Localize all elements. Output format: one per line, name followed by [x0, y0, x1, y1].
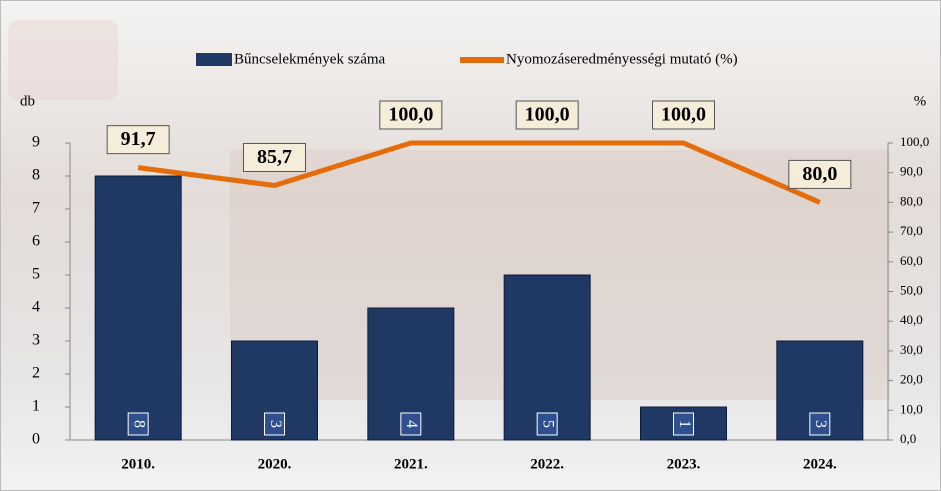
line-value-label-text: 100,0 [388, 104, 433, 126]
bar [95, 176, 181, 440]
y-tick-label: 3 [32, 332, 40, 349]
line-value-label: 85,7 [244, 143, 306, 171]
line-value-label: 100,0 [653, 101, 715, 129]
y-tick-label: 9 [32, 134, 40, 151]
bar-value-label: 3 [812, 420, 829, 428]
y-tick-label: 7 [32, 200, 40, 217]
bar-value-label: 4 [403, 420, 420, 428]
y2-tick-label: 40,0 [900, 312, 923, 327]
line-value-label-text: 85,7 [257, 146, 292, 168]
line-value-label-text: 80,0 [802, 163, 837, 185]
y2-tick-label: 0,0 [900, 431, 916, 446]
bar-value-label: 1 [676, 420, 693, 428]
y2-tick-label: 80,0 [900, 193, 923, 208]
x-tick-label: 2022. [530, 456, 564, 472]
y-tick-label: 4 [32, 299, 40, 316]
line-value-label-text: 100,0 [661, 104, 706, 126]
y-tick-label: 8 [32, 167, 40, 184]
y2-tick-label: 60,0 [900, 253, 923, 268]
y-axis-label: db [20, 93, 35, 109]
y2-tick-label: 10,0 [900, 401, 923, 416]
y2-tick-label: 90,0 [900, 164, 923, 179]
line-value-label: 80,0 [789, 160, 851, 188]
bar-value-label: 5 [539, 420, 556, 428]
x-tick-label: 2010. [121, 456, 155, 472]
legend-label: Nyomozáseredményességi mutató (%) [506, 51, 738, 67]
x-tick-label: 2024. [803, 456, 837, 472]
y2-tick-label: 70,0 [900, 223, 923, 238]
line-value-label: 91,7 [107, 126, 169, 154]
line-value-label-text: 100,0 [525, 104, 570, 126]
line-value-label: 100,0 [516, 101, 578, 129]
y-tick-label: 6 [32, 233, 40, 250]
y2-tick-label: 100,0 [900, 134, 929, 149]
x-tick-label: 2021. [394, 456, 428, 472]
y-tick-label: 5 [32, 266, 40, 283]
y2-tick-label: 50,0 [900, 282, 923, 297]
y2-axis-label: % [914, 93, 927, 109]
x-tick-label: 2020. [258, 456, 292, 472]
line-value-label: 100,0 [380, 101, 442, 129]
legend-label: Bűncselekmények száma [234, 51, 386, 67]
y2-tick-label: 20,0 [900, 372, 923, 387]
chart: db % Bűncselekmények száma Nyomozáseredm… [0, 0, 941, 491]
x-tick-label: 2023. [667, 456, 701, 472]
y-tick-label: 2 [32, 365, 40, 382]
y2-tick-label: 30,0 [900, 342, 923, 357]
bar-value-label: 3 [267, 420, 284, 428]
legend-bar-swatch [196, 53, 232, 66]
logo [8, 20, 118, 100]
line-value-label-text: 91,7 [121, 128, 156, 150]
bar-value-label: 8 [130, 420, 147, 428]
y-tick-label: 1 [32, 398, 40, 415]
y-tick-label: 0 [32, 431, 40, 448]
